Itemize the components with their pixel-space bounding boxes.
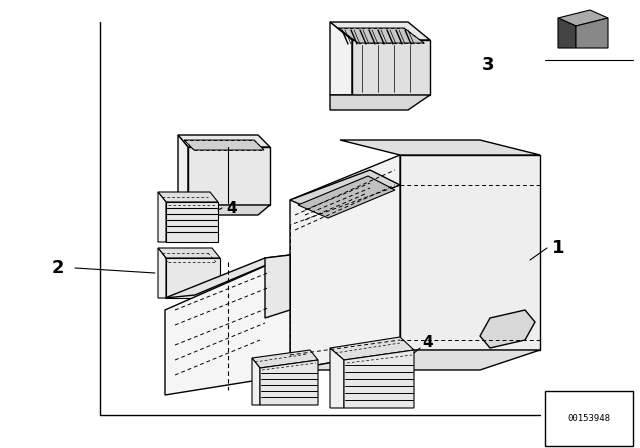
Text: 4: 4 [227, 201, 237, 215]
Polygon shape [260, 360, 318, 405]
Polygon shape [290, 350, 540, 370]
Polygon shape [178, 205, 270, 215]
Polygon shape [178, 135, 188, 205]
Polygon shape [178, 135, 270, 147]
Polygon shape [330, 22, 430, 40]
Polygon shape [265, 255, 290, 318]
Polygon shape [330, 337, 414, 360]
Polygon shape [558, 10, 608, 26]
Polygon shape [400, 155, 540, 350]
Polygon shape [252, 350, 318, 368]
Polygon shape [290, 170, 400, 215]
Text: 00153948: 00153948 [568, 414, 611, 422]
Polygon shape [165, 255, 290, 298]
Polygon shape [330, 95, 430, 110]
Polygon shape [165, 255, 290, 395]
Polygon shape [158, 192, 218, 202]
Text: 4: 4 [422, 335, 433, 349]
Polygon shape [352, 40, 430, 95]
Polygon shape [338, 28, 424, 43]
Polygon shape [290, 155, 400, 370]
Polygon shape [330, 22, 352, 95]
Polygon shape [184, 140, 264, 150]
Polygon shape [576, 18, 608, 48]
Polygon shape [158, 192, 166, 242]
Polygon shape [166, 258, 220, 298]
Polygon shape [188, 147, 270, 205]
Polygon shape [252, 358, 260, 405]
Polygon shape [558, 18, 576, 48]
Bar [545, 391, 633, 446]
Polygon shape [158, 248, 166, 298]
Polygon shape [298, 176, 395, 218]
Text: 3: 3 [482, 56, 494, 74]
Text: 1: 1 [552, 239, 564, 257]
Polygon shape [344, 350, 414, 408]
Text: 2: 2 [52, 259, 64, 277]
Polygon shape [330, 348, 344, 408]
Polygon shape [166, 202, 218, 242]
Polygon shape [480, 310, 535, 348]
Polygon shape [340, 140, 540, 155]
Polygon shape [158, 248, 220, 258]
